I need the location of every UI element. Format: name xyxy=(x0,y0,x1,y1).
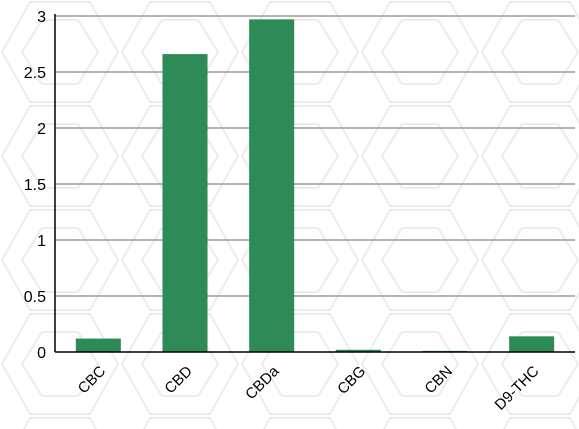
bar xyxy=(75,338,121,352)
y-tick-label: 0.5 xyxy=(24,289,46,306)
y-tick-label: 2.5 xyxy=(24,65,46,82)
bar xyxy=(509,336,555,352)
axes xyxy=(54,14,575,353)
bar xyxy=(249,19,295,353)
y-tick-label: 1.5 xyxy=(24,177,46,194)
y-tick-label: 3 xyxy=(37,9,46,26)
y-tick-label: 1 xyxy=(37,233,46,250)
bars xyxy=(75,19,555,353)
gridlines xyxy=(55,15,575,297)
y-tick-label: 0 xyxy=(37,345,46,362)
bar xyxy=(162,54,208,353)
bar xyxy=(335,349,381,352)
y-tick-labels: 0 0.5 1 1.5 2 2.5 3 xyxy=(24,9,46,362)
y-tick-label: 2 xyxy=(37,121,46,138)
